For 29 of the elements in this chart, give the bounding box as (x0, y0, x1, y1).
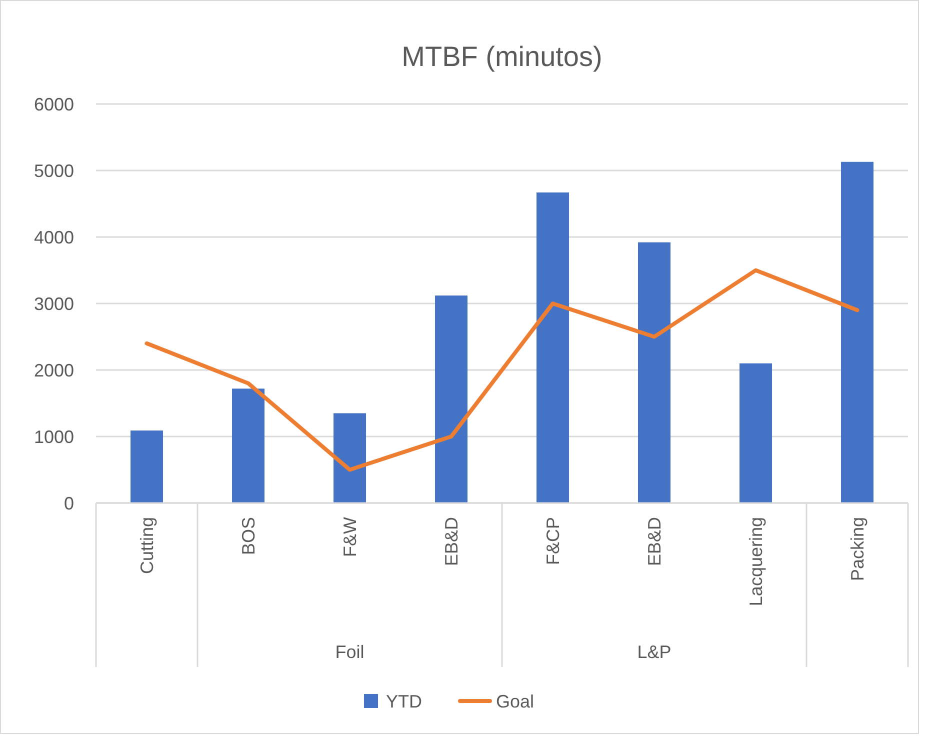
bar (232, 388, 264, 503)
bar (740, 363, 772, 503)
bar (334, 413, 366, 503)
legend-label: YTD (386, 691, 422, 712)
x-tick-label: BOS (238, 517, 258, 556)
x-tick-label: EB&D (441, 517, 462, 566)
chart-title: MTBF (minutos) (402, 41, 602, 72)
bar (536, 192, 569, 503)
bar (130, 430, 163, 503)
text: Foil (335, 642, 364, 662)
y-tick-label: 6000 (34, 94, 74, 114)
x-tick-label: Lacquering (746, 517, 766, 606)
bar (638, 242, 670, 503)
y-tick-label: 1000 (34, 426, 74, 447)
x-tick-label: Packing (847, 517, 868, 582)
x-tick-label: F&W (340, 517, 360, 557)
bar (435, 296, 468, 503)
y-tick-label: 0 (64, 493, 74, 514)
x-tick-label: F&CP (542, 517, 563, 566)
x-tick-label: Cutting (136, 517, 157, 574)
x-tick-label: EB&D (644, 517, 664, 566)
legend-label: Goal (496, 691, 534, 712)
y-tick-label: 5000 (34, 160, 74, 181)
y-tick-label: 4000 (34, 227, 74, 248)
bar (841, 162, 874, 503)
y-tick-label: 3000 (34, 294, 74, 314)
line-series (144, 268, 860, 472)
y-tick-label: 2000 (34, 360, 74, 380)
text: L&P (637, 642, 672, 662)
